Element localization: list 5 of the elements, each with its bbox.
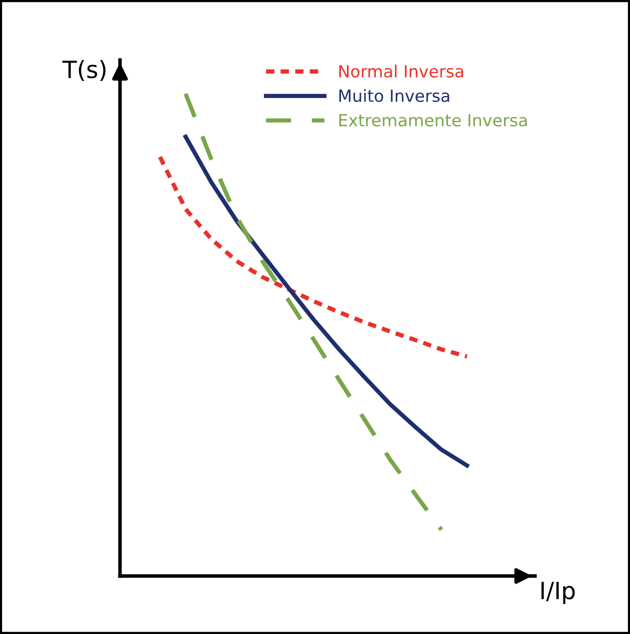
legend-label: Muito Inversa — [339, 89, 450, 102]
x-axis-title: I/Ip — [541, 582, 575, 604]
legend-label: Normal Inversa — [339, 64, 464, 78]
legend-label: Extremamente Inversa — [339, 114, 527, 127]
y-axis-title: T(s) — [62, 60, 106, 82]
